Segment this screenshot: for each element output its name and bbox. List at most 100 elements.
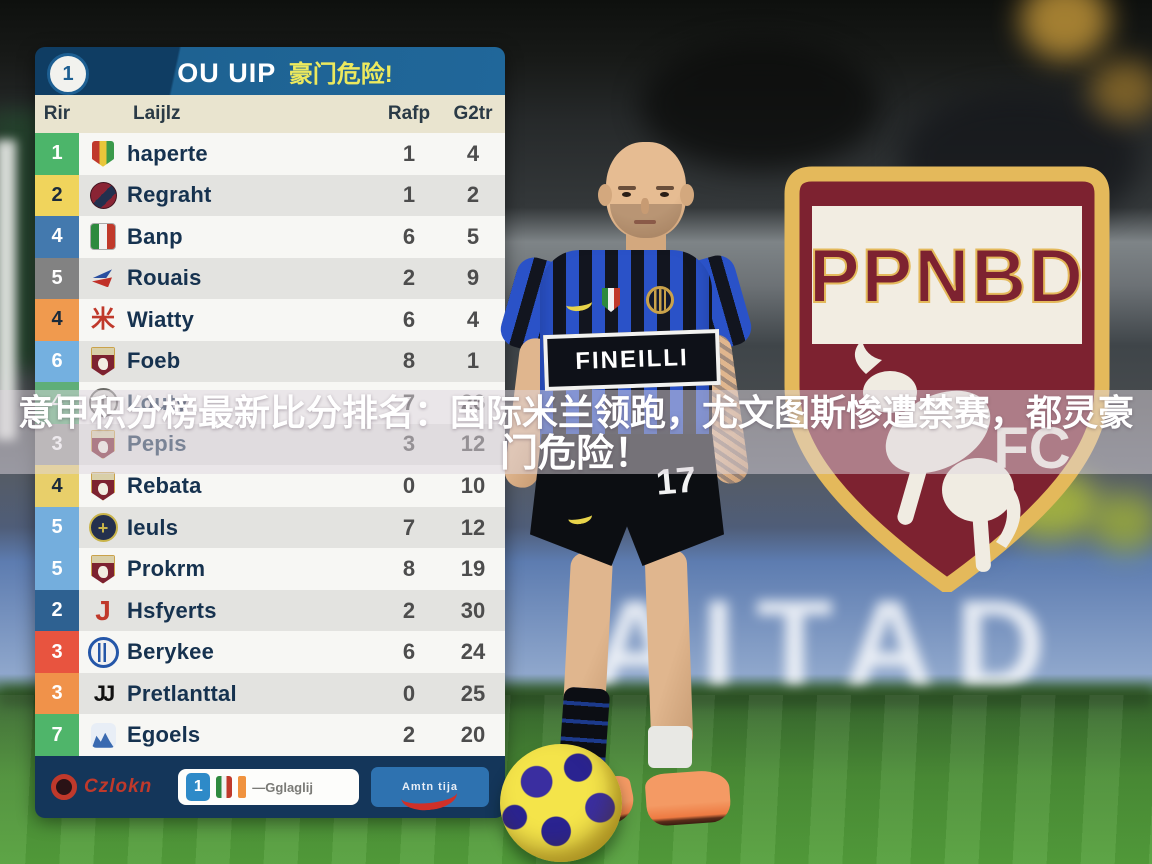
table-row: 3 Berykee 6 24	[35, 631, 505, 673]
player-ear	[598, 184, 612, 206]
table-title-cjk: 豪门危险!	[288, 60, 393, 88]
stat-rafp: 6	[402, 639, 416, 665]
team-crest-cell	[79, 722, 127, 748]
rank-badge: 4	[35, 299, 79, 341]
player-nose	[641, 198, 649, 214]
player-sock	[648, 726, 692, 768]
stat-gtr: 4	[466, 140, 480, 166]
table-footer: Czlokn 1 —Gglaglij Amtn tija	[35, 756, 505, 818]
rank-badge: 5	[35, 506, 79, 549]
stat-rafp: 2	[402, 265, 416, 291]
team-crest-cell	[79, 140, 127, 167]
team-crest-cell	[79, 265, 127, 291]
player-eyebrow	[618, 186, 636, 190]
footer-league-pill: 1 —Gglaglij	[178, 769, 359, 805]
player-leg	[644, 549, 694, 751]
team-crest-cell: +	[79, 513, 127, 543]
stat-gtr: 10	[460, 473, 486, 499]
player-boot	[644, 769, 732, 827]
headline-band	[0, 390, 1152, 474]
team-crest-cell: J	[79, 594, 127, 626]
torino-shield-icon	[91, 346, 115, 376]
team-crest-cell: JJ	[79, 680, 127, 706]
table-header: 1 OU UIP 豪门危险!	[35, 47, 505, 95]
footer-brand: Czlokn	[51, 774, 152, 800]
player-photo: FINEILLI 17	[450, 128, 800, 864]
team-name: Berykee	[127, 639, 215, 665]
crowd-blur	[640, 40, 880, 170]
rank-badge: 7	[35, 714, 79, 756]
stat-rafp: 0	[402, 473, 416, 499]
sponsor-patch: FINEILLI	[543, 328, 721, 392]
torino-shield-icon	[91, 471, 115, 501]
juve-jj-icon: JJ	[93, 680, 116, 706]
team-crest-cell	[79, 554, 127, 584]
steward-vest-blur	[1090, 492, 1152, 552]
stat-gtr: 24	[460, 639, 486, 665]
column-header-row: Rir Laijlz Rafp G2tr	[35, 95, 505, 133]
stat-rafp: 2	[402, 597, 416, 623]
team-name: Wiatty	[127, 306, 195, 332]
team-name: Rouais	[127, 265, 202, 291]
pill-badge-icon: 1	[186, 773, 211, 801]
col-rank: Rir	[43, 103, 71, 124]
col-team: Laijlz	[133, 103, 181, 124]
stat-gtr: 5	[466, 223, 480, 249]
rank-badge: 3	[35, 631, 79, 673]
table-row: 2 Regraht 1 2	[35, 174, 505, 217]
table-title-latin: OU UIP	[177, 57, 277, 88]
stat-rafp: 2	[402, 722, 416, 748]
rank-badge: 1	[35, 133, 79, 175]
team-name: Prokrm	[127, 556, 206, 582]
crest-band	[812, 206, 1082, 344]
rank-badge: 4	[35, 216, 79, 258]
team-name: Rebata	[127, 473, 202, 499]
stat-gtr: 25	[460, 680, 486, 706]
table-row: 7 Egoels 2 20	[35, 714, 505, 756]
stat-gtr: 9	[466, 265, 480, 291]
team-crest-cell	[79, 223, 127, 251]
team-crest-cell	[79, 636, 127, 668]
scudetto-badge-icon	[602, 288, 620, 312]
table-row: 6 Foeb 8 1	[35, 340, 505, 383]
col-gtr: G2tr	[453, 103, 493, 124]
table-row: 4 米 Wiatty 6 4	[35, 299, 505, 341]
stat-rafp: 8	[402, 348, 416, 374]
team-name: Hsfyerts	[127, 597, 217, 623]
pill-text: —Gglaglij	[252, 779, 313, 795]
goalpost	[0, 140, 16, 440]
stat-rafp: 6	[402, 306, 416, 332]
rank-badge: 6	[35, 340, 79, 383]
league-badge-icon: 1	[47, 53, 89, 95]
italy-flag-icon	[90, 223, 116, 251]
team-crest-cell	[79, 181, 127, 209]
rank-badge: 5	[35, 257, 79, 300]
player-ear	[680, 184, 694, 206]
red-asterisk-icon: 米	[91, 305, 115, 333]
round-crest-dark-icon	[89, 181, 117, 209]
scudetto-stripes-icon	[92, 140, 114, 167]
headline: 意甲积分榜最新比分排名：国际米兰领跑，尤文图斯惨遭禁赛，都灵豪 门危险！	[0, 392, 1152, 474]
stat-gtr: 19	[460, 556, 486, 582]
stat-gtr: 4	[466, 306, 480, 332]
stat-rafp: 1	[402, 182, 416, 208]
rank-badge: 2	[35, 589, 79, 632]
stat-gtr: 2	[466, 182, 480, 208]
team-crest-cell	[79, 471, 127, 501]
stat-rafp: 8	[402, 556, 416, 582]
brand-text: Czlokn	[84, 776, 153, 797]
table-row: 4 Banp 6 5	[35, 216, 505, 258]
inter-circle-icon	[87, 636, 119, 668]
team-name: Regraht	[127, 182, 212, 208]
headline-line1: 意甲积分榜最新比分排名：国际米兰领跑，尤文图斯惨遭禁赛，都灵豪	[17, 392, 1134, 433]
headline-line2: 门危险！	[499, 433, 652, 475]
table-row: 5 Prokrm 8 19	[35, 548, 505, 590]
table-title: OU UIP 豪门危险!	[35, 54, 505, 89]
red-j-icon: J	[95, 594, 111, 626]
brand-ring-icon	[51, 774, 77, 800]
soccer-ball	[500, 744, 622, 862]
stat-rafp: 0	[402, 680, 416, 706]
stat-rafp: 1	[402, 140, 416, 166]
stat-gtr: 30	[460, 597, 486, 623]
